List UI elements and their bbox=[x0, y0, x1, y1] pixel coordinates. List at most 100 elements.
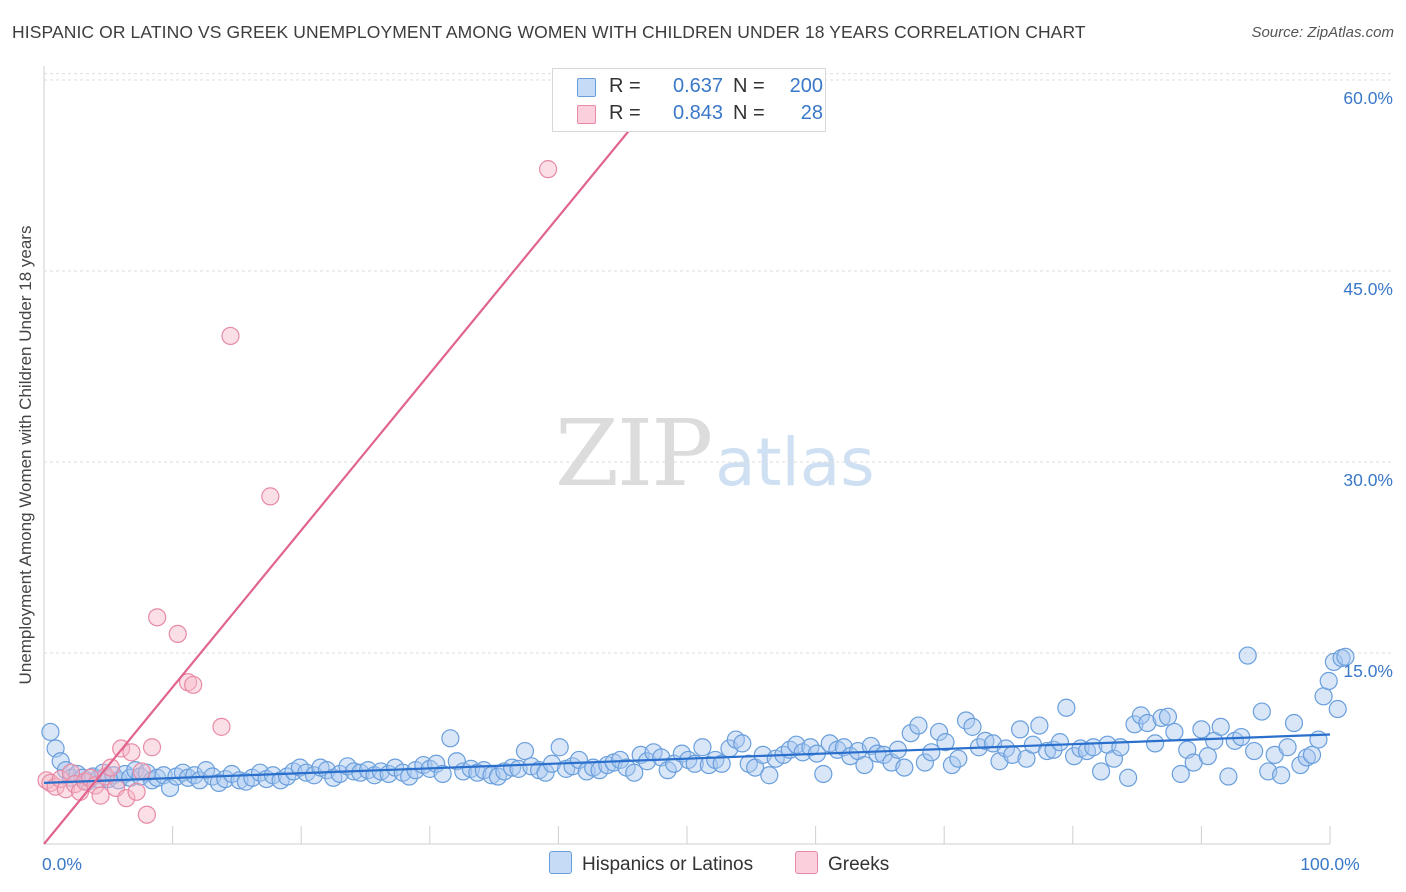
hispanics-point bbox=[1057, 698, 1076, 717]
greeks-point bbox=[184, 675, 203, 694]
axes bbox=[43, 66, 1331, 845]
hispanics-point bbox=[550, 738, 569, 757]
hispanics-point bbox=[1171, 764, 1190, 784]
hispanics-point bbox=[160, 778, 180, 798]
hispanics-point bbox=[1284, 713, 1304, 733]
greeks-point bbox=[137, 805, 156, 824]
legend-n-label: N = bbox=[733, 75, 765, 97]
hispanics-point bbox=[1091, 762, 1111, 781]
legend-label-greeks: Greeks bbox=[828, 854, 890, 875]
hispanics-point bbox=[963, 717, 982, 736]
hispanics-point bbox=[441, 729, 460, 748]
hispanics-trendline bbox=[43, 733, 1331, 784]
hispanics-point bbox=[895, 758, 914, 777]
y-tick-label: 45.0% bbox=[1343, 279, 1393, 299]
y-tick-label: 30.0% bbox=[1343, 470, 1393, 490]
chart-title: HISPANIC OR LATINO VS GREEK UNEMPLOYMENT… bbox=[12, 22, 1086, 42]
trend-lines bbox=[43, 98, 1331, 845]
hispanics-point bbox=[922, 743, 941, 762]
hispanics-point bbox=[1272, 766, 1291, 785]
tick-labels: 15.0% 30.0% 45.0% 60.0% 0.0% 100.0% bbox=[42, 88, 1393, 874]
greeks-point bbox=[539, 160, 558, 179]
hispanics-point bbox=[901, 724, 920, 743]
correlation-legend: R = 0.637 N = 200 R = 0.843 N = 28 bbox=[552, 68, 826, 132]
greeks-point bbox=[101, 758, 120, 777]
legend-r-label: R = bbox=[609, 102, 641, 124]
hispanics-point bbox=[1146, 734, 1165, 753]
legend-n-label: N = bbox=[733, 102, 765, 124]
greeks-point bbox=[148, 608, 167, 627]
greeks-point bbox=[212, 717, 231, 736]
legend-label-hispanics: Hispanics or Latinos bbox=[582, 854, 754, 875]
greeks-point bbox=[127, 782, 146, 801]
hispanics-point bbox=[1328, 699, 1347, 719]
legend-item-greeks: Greeks bbox=[795, 851, 889, 876]
hispanics-point bbox=[1297, 748, 1316, 767]
hispanics-point bbox=[868, 744, 887, 763]
legend-n-value: 28 bbox=[800, 102, 823, 124]
hispanics-point bbox=[855, 755, 874, 775]
hispanics-point bbox=[503, 758, 522, 777]
hispanics-point bbox=[1192, 720, 1211, 739]
hispanics-point bbox=[1211, 717, 1230, 736]
series-hispanics-points bbox=[41, 646, 1355, 798]
hispanics-point bbox=[51, 752, 70, 771]
hispanics-point bbox=[433, 764, 452, 784]
legend-swatch-blue bbox=[577, 78, 596, 97]
hispanics-point bbox=[733, 734, 752, 753]
legend-n-value: 200 bbox=[789, 75, 823, 97]
legend-item-hispanics: Hispanics or Latinos bbox=[549, 851, 753, 876]
hispanics-point bbox=[760, 766, 779, 785]
hispanics-point bbox=[625, 763, 644, 782]
greeks-point bbox=[56, 780, 75, 799]
x-tick-label: 100.0% bbox=[1300, 854, 1359, 874]
hispanics-point bbox=[1319, 671, 1338, 691]
greeks-point bbox=[221, 326, 240, 346]
source-credit: Source: ZipAtlas.com bbox=[1251, 24, 1394, 41]
hispanics-point bbox=[1219, 767, 1238, 786]
greeks-point bbox=[142, 738, 162, 757]
hispanics-point bbox=[1118, 768, 1138, 787]
hispanics-point bbox=[1037, 741, 1057, 761]
hispanics-point bbox=[1104, 749, 1124, 768]
hispanics-point bbox=[447, 752, 466, 771]
hispanics-point bbox=[861, 736, 880, 756]
greeks-point bbox=[91, 786, 110, 805]
hispanics-point bbox=[929, 722, 949, 742]
hispanics-point bbox=[330, 764, 349, 784]
greeks-point bbox=[168, 624, 187, 644]
hispanics-point bbox=[1010, 720, 1030, 739]
hispanics-point bbox=[1302, 745, 1322, 764]
greeks-trendline bbox=[43, 98, 656, 845]
legend-r-label: R = bbox=[609, 75, 641, 97]
x-tick-label: 0.0% bbox=[42, 854, 82, 874]
hispanics-point bbox=[1158, 707, 1178, 726]
hispanics-point bbox=[1245, 741, 1264, 761]
series-greeks-points bbox=[37, 160, 558, 824]
hispanics-point bbox=[915, 753, 935, 772]
hispanics-point bbox=[787, 735, 806, 754]
grid-lines bbox=[44, 73, 1392, 654]
hispanics-point bbox=[1125, 715, 1144, 734]
hispanics-point bbox=[834, 738, 853, 757]
hispanics-point bbox=[1336, 647, 1355, 666]
legend-swatch-pink bbox=[795, 851, 818, 874]
hispanics-point bbox=[949, 749, 968, 768]
greeks-point bbox=[122, 743, 141, 762]
hispanics-point bbox=[1314, 687, 1333, 706]
hispanics-point bbox=[1138, 713, 1157, 733]
hispanics-point bbox=[1238, 646, 1257, 665]
hispanics-point bbox=[1252, 702, 1271, 721]
watermark-zip: ZIP bbox=[555, 400, 713, 507]
hispanics-point bbox=[185, 766, 204, 785]
legend-swatch-pink bbox=[577, 105, 596, 124]
legend-swatch-blue bbox=[549, 851, 572, 874]
greeks-point bbox=[178, 673, 198, 692]
greeks-point bbox=[132, 762, 151, 781]
hispanics-point bbox=[909, 716, 928, 735]
hispanics-point bbox=[1165, 722, 1184, 742]
hispanics-point bbox=[693, 738, 712, 757]
greeks-point bbox=[261, 487, 280, 506]
y-tick-label: 15.0% bbox=[1343, 661, 1393, 681]
